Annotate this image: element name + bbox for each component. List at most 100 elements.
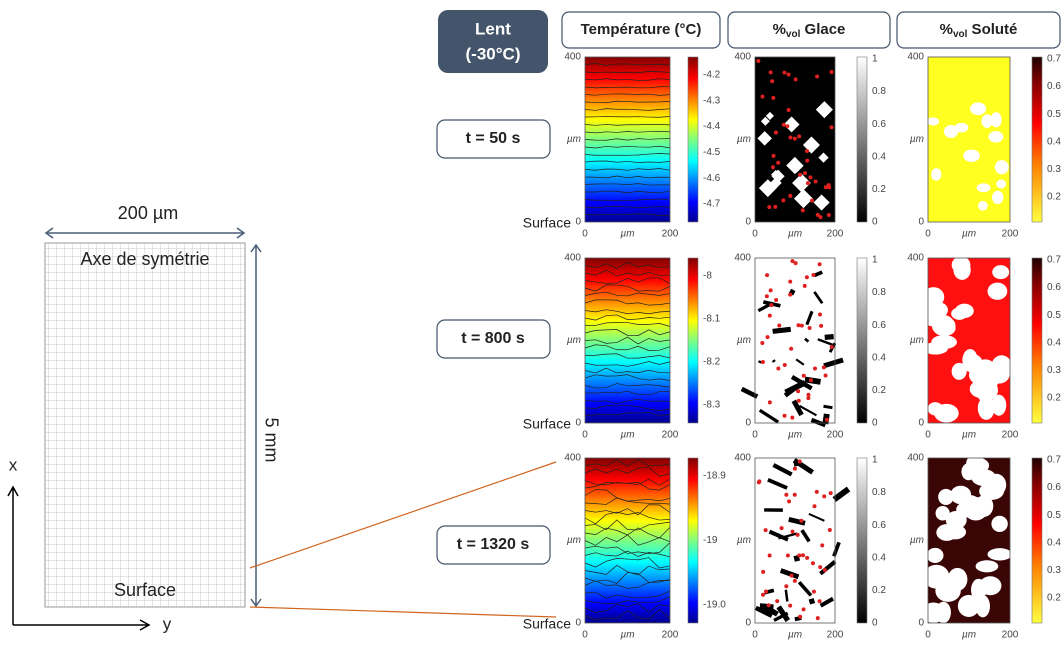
ice-region (936, 524, 958, 541)
width-label: 200 µm (118, 203, 178, 223)
y-tick-label: 0 (745, 618, 751, 629)
nucleus (797, 459, 802, 464)
x-tick-label: 200 (662, 630, 679, 641)
x-unit: µm (962, 229, 976, 240)
grain-boundary (795, 358, 805, 366)
contour (584, 336, 671, 345)
contour (584, 404, 671, 411)
nucleus (810, 561, 815, 566)
ice-region (977, 396, 995, 420)
contour (584, 93, 671, 96)
colorbar-tick-label: 0.3 (1047, 365, 1061, 376)
ice-region (976, 183, 991, 193)
nucleus (829, 69, 834, 74)
colorbar-tick-label: 0.3 (1047, 164, 1061, 175)
ice-region (956, 501, 976, 518)
grain-boundary (779, 568, 800, 580)
contour (584, 329, 671, 336)
y-tick-label: 0 (918, 418, 924, 429)
nucleus (787, 499, 792, 504)
nucleus (789, 346, 794, 351)
colorbar-tick-label: -8 (703, 271, 712, 282)
y-tick-label: 0 (918, 217, 924, 228)
nucleus (821, 365, 826, 370)
nucleus (815, 74, 820, 79)
ice-region (991, 394, 1007, 416)
ice-region (991, 515, 1008, 533)
ice-region (951, 362, 967, 380)
plot-frame (754, 457, 836, 624)
bottom-label: Surface (114, 580, 176, 600)
contour (584, 557, 671, 569)
panel (920, 256, 1012, 424)
nucleus (790, 415, 795, 420)
y-unit: µm (567, 134, 581, 145)
grain-boundary (798, 404, 817, 417)
contour (584, 504, 671, 516)
nucleus (765, 335, 770, 340)
grain-boundary (767, 478, 788, 490)
colorbar-tick-label: 0.5 (1047, 310, 1061, 321)
surface-label: Surface (523, 416, 571, 432)
x-tick-label: 0 (752, 430, 758, 441)
nucleus (761, 592, 766, 597)
x-tick-label: 0 (925, 430, 931, 441)
ice-region (992, 190, 1004, 205)
x-unit: µm (620, 229, 634, 240)
contour (584, 138, 671, 141)
y-unit: µm (737, 335, 751, 346)
colorbar-tick-label: 1 (872, 255, 878, 266)
y-unit: µm (910, 535, 924, 546)
ice-crystal (813, 194, 830, 211)
contour (584, 309, 671, 315)
y-axis-label: y (163, 614, 172, 633)
grain-boundary (758, 408, 780, 424)
column-header-box (561, 11, 721, 49)
contour (584, 511, 671, 525)
nucleus (774, 298, 779, 303)
ice-crystal (765, 111, 774, 120)
contour (584, 86, 671, 89)
nucleus (822, 494, 827, 499)
nucleus (797, 553, 802, 558)
y-unit: µm (910, 335, 924, 346)
ice-region (927, 402, 943, 416)
nucleus (827, 527, 832, 532)
colorbar-tick-label: -4.7 (703, 199, 721, 210)
ice-region (922, 287, 945, 308)
column-header: %vol Glace (773, 21, 846, 40)
contour (584, 564, 671, 576)
grain-boundary (771, 359, 776, 363)
nucleus (826, 183, 831, 188)
x-tick-label: 200 (827, 630, 844, 641)
nucleus (767, 400, 772, 405)
y-tick-label: 400 (734, 52, 751, 63)
contour (584, 519, 671, 531)
temperature-field (585, 57, 670, 222)
nucleus (766, 603, 771, 608)
nucleus (765, 273, 770, 278)
grain-boundary (823, 357, 844, 369)
nucleus (763, 528, 768, 533)
nucleus (760, 360, 765, 365)
x-unit: µm (962, 430, 976, 441)
ice-region (976, 381, 996, 403)
nucleus (824, 417, 829, 422)
colorbar-tick-label: -19.0 (703, 600, 726, 611)
plot-frame (584, 257, 671, 424)
x-tick-label: 200 (662, 430, 679, 441)
ice-region (951, 307, 968, 320)
x-tick-label: 200 (827, 229, 844, 240)
x-axis-label: x (9, 455, 18, 474)
nucleus (770, 165, 775, 170)
grain-boundary (808, 598, 816, 605)
nucleus (805, 158, 810, 163)
nucleus (807, 325, 812, 330)
nucleus (817, 599, 822, 604)
contour (584, 100, 671, 104)
nucleus (770, 79, 775, 84)
y-tick-label: 400 (564, 253, 581, 264)
x-tick-label: 0 (752, 630, 758, 641)
colorbar (856, 56, 868, 223)
contour (584, 412, 671, 416)
